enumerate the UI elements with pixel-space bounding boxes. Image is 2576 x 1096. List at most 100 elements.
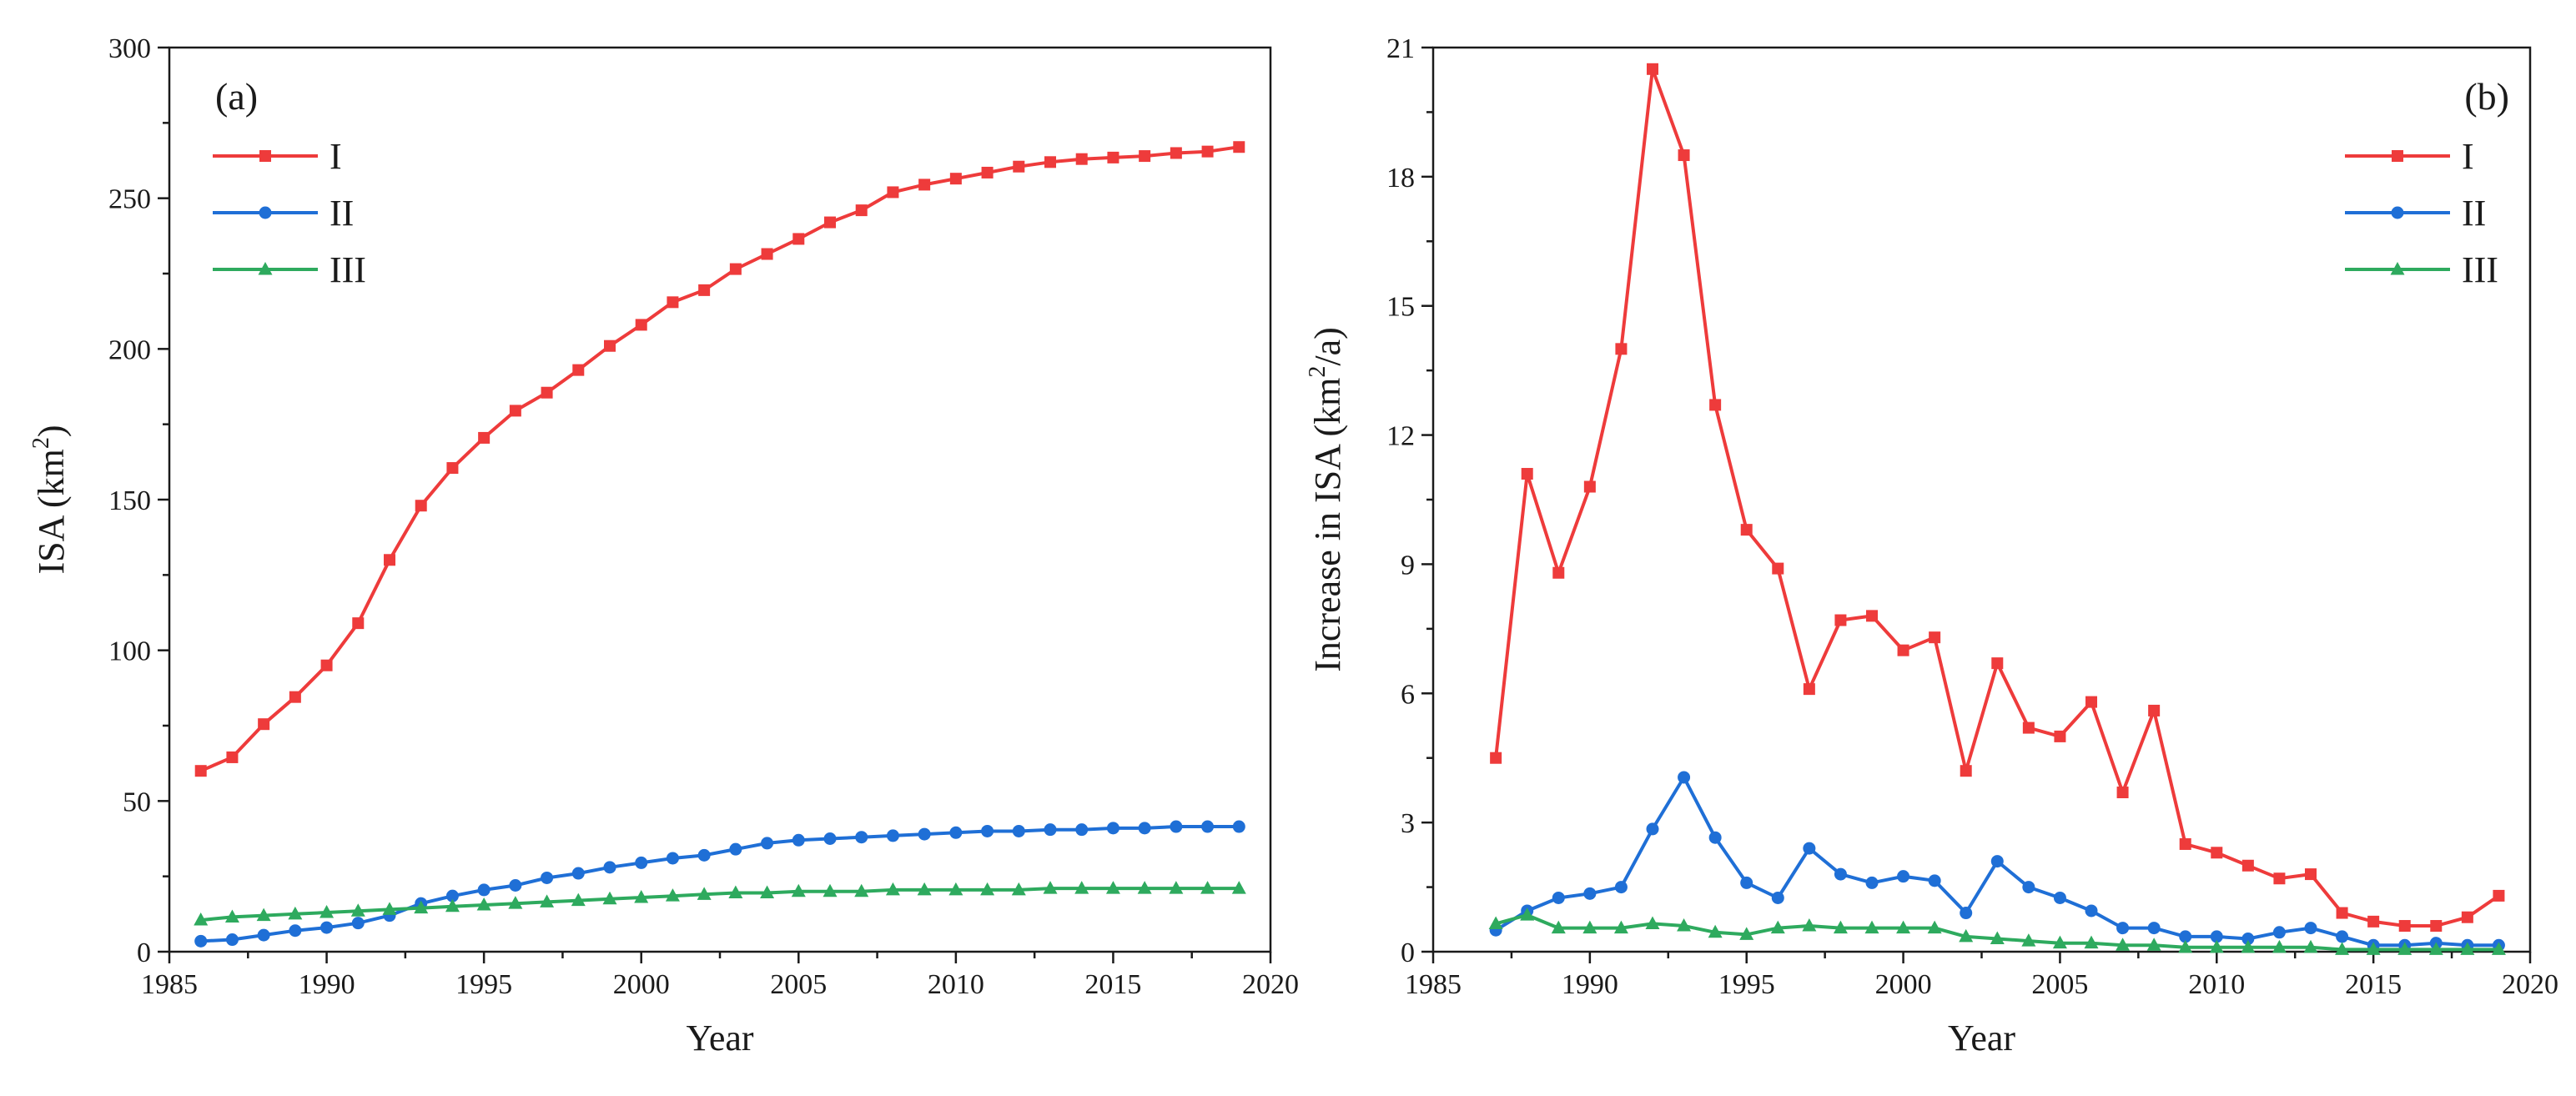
data-point-I: [1929, 631, 1941, 644]
data-point-II: [1803, 842, 1816, 855]
data-point-III: [634, 889, 649, 903]
data-point-II: [257, 928, 270, 942]
data-point-I: [2398, 920, 2411, 933]
y-axis-title-main: ISA (km: [31, 449, 72, 574]
data-point-I: [2336, 907, 2348, 919]
data-point-III: [350, 903, 365, 917]
data-point-III: [2146, 938, 2161, 951]
series-line-II: [200, 825, 1240, 943]
data-point-II: [2272, 926, 2286, 939]
data-point-I: [2179, 837, 2191, 850]
data-point-I: [1615, 343, 1628, 355]
data-point-I: [541, 386, 553, 399]
data-point-III: [854, 883, 869, 897]
series-III: [194, 881, 1246, 926]
y-axis-title-tail: ): [31, 425, 72, 437]
data-point-III: [2209, 939, 2224, 953]
y-tick-label: 200: [108, 334, 151, 365]
legend-label-III: III: [2462, 249, 2498, 290]
data-point-I: [1647, 63, 1658, 75]
data-point-I: [2116, 787, 2129, 799]
data-point-I: [258, 718, 270, 731]
legend-marker-I: [259, 150, 271, 162]
data-point-III: [2241, 939, 2256, 953]
data-point-III: [2491, 942, 2506, 955]
data-point-II: [1232, 820, 1245, 833]
series-II: [194, 820, 1245, 948]
data-point-III: [540, 894, 555, 907]
data-point-I: [1772, 562, 1784, 575]
series-I: [1490, 63, 2505, 933]
data-point-III: [1708, 924, 1723, 938]
data-point-III: [1990, 931, 2005, 945]
data-point-I: [824, 216, 836, 229]
data-point-III: [1074, 881, 1089, 894]
data-point-II: [792, 833, 805, 847]
data-point-II: [1708, 831, 1722, 844]
data-point-II: [1012, 824, 1025, 837]
y-tick-label: 21: [1386, 33, 1415, 64]
data-point-I: [226, 751, 239, 763]
data-point-I: [667, 296, 679, 309]
data-point-III: [288, 906, 303, 920]
data-point-I: [855, 204, 868, 217]
data-point-I: [2461, 911, 2473, 923]
data-point-I: [1991, 657, 2004, 670]
data-point-I: [572, 364, 585, 376]
x-tick-label: 2000: [613, 969, 670, 1000]
data-point-III: [2116, 938, 2131, 951]
x-tick-label: 1990: [299, 969, 355, 1000]
y-tick-label: 150: [108, 485, 151, 516]
data-point-I: [1552, 566, 1565, 579]
data-point-III: [2428, 942, 2443, 955]
data-point-II: [509, 879, 522, 892]
data-point-II: [1044, 823, 1057, 837]
data-point-III: [697, 887, 712, 900]
x-tick-label: 2020: [1242, 969, 1299, 1000]
data-point-II: [2022, 881, 2035, 894]
data-point-III: [1770, 920, 1785, 934]
data-point-I: [2241, 859, 2254, 872]
data-point-I: [352, 617, 365, 630]
series-line-III: [200, 887, 1240, 923]
data-point-II: [1583, 887, 1597, 900]
data-point-I: [1960, 765, 1972, 777]
data-point-I: [1834, 614, 1847, 626]
data-point-II: [949, 826, 963, 839]
x-tick-label: 1985: [1405, 969, 1462, 1000]
panel-label: (a): [215, 75, 258, 118]
data-point-I: [2148, 704, 2161, 716]
series-II: [1489, 771, 2505, 952]
y-axis-title-sup: 2: [1305, 366, 1331, 378]
data-point-I: [478, 431, 491, 444]
y-tick-label: 6: [1401, 679, 1415, 710]
x-axis-title: Year: [1948, 1018, 2015, 1058]
data-point-I: [981, 166, 994, 178]
data-point-III: [508, 896, 523, 909]
data-point-I: [384, 554, 395, 566]
data-point-III: [602, 891, 617, 905]
x-tick-label: 1995: [455, 969, 512, 1000]
data-point-III: [760, 885, 775, 899]
data-point-III: [665, 888, 680, 902]
data-point-II: [1106, 822, 1119, 835]
data-point-III: [885, 882, 900, 896]
data-point-III: [948, 882, 963, 896]
y-tick-label: 300: [108, 33, 151, 64]
data-point-III: [1677, 918, 1692, 932]
data-point-II: [351, 917, 365, 930]
data-point-II: [320, 921, 334, 934]
plot-frame: [168, 46, 1272, 953]
y-tick-label: 0: [137, 938, 151, 968]
data-point-I: [2430, 920, 2443, 933]
data-point-II: [1170, 820, 1183, 833]
data-point-III: [1645, 916, 1660, 929]
data-point-II: [1928, 874, 1941, 887]
data-point-III: [2052, 935, 2067, 949]
data-point-III: [1043, 881, 1058, 894]
data-point-II: [855, 831, 868, 844]
data-point-II: [2147, 922, 2161, 935]
data-point-II: [225, 933, 239, 947]
data-point-II: [2336, 930, 2349, 943]
panel-a: 1985 1990 1995 2000 2005 2010 2015 202005010015…: [28, 33, 1299, 1058]
